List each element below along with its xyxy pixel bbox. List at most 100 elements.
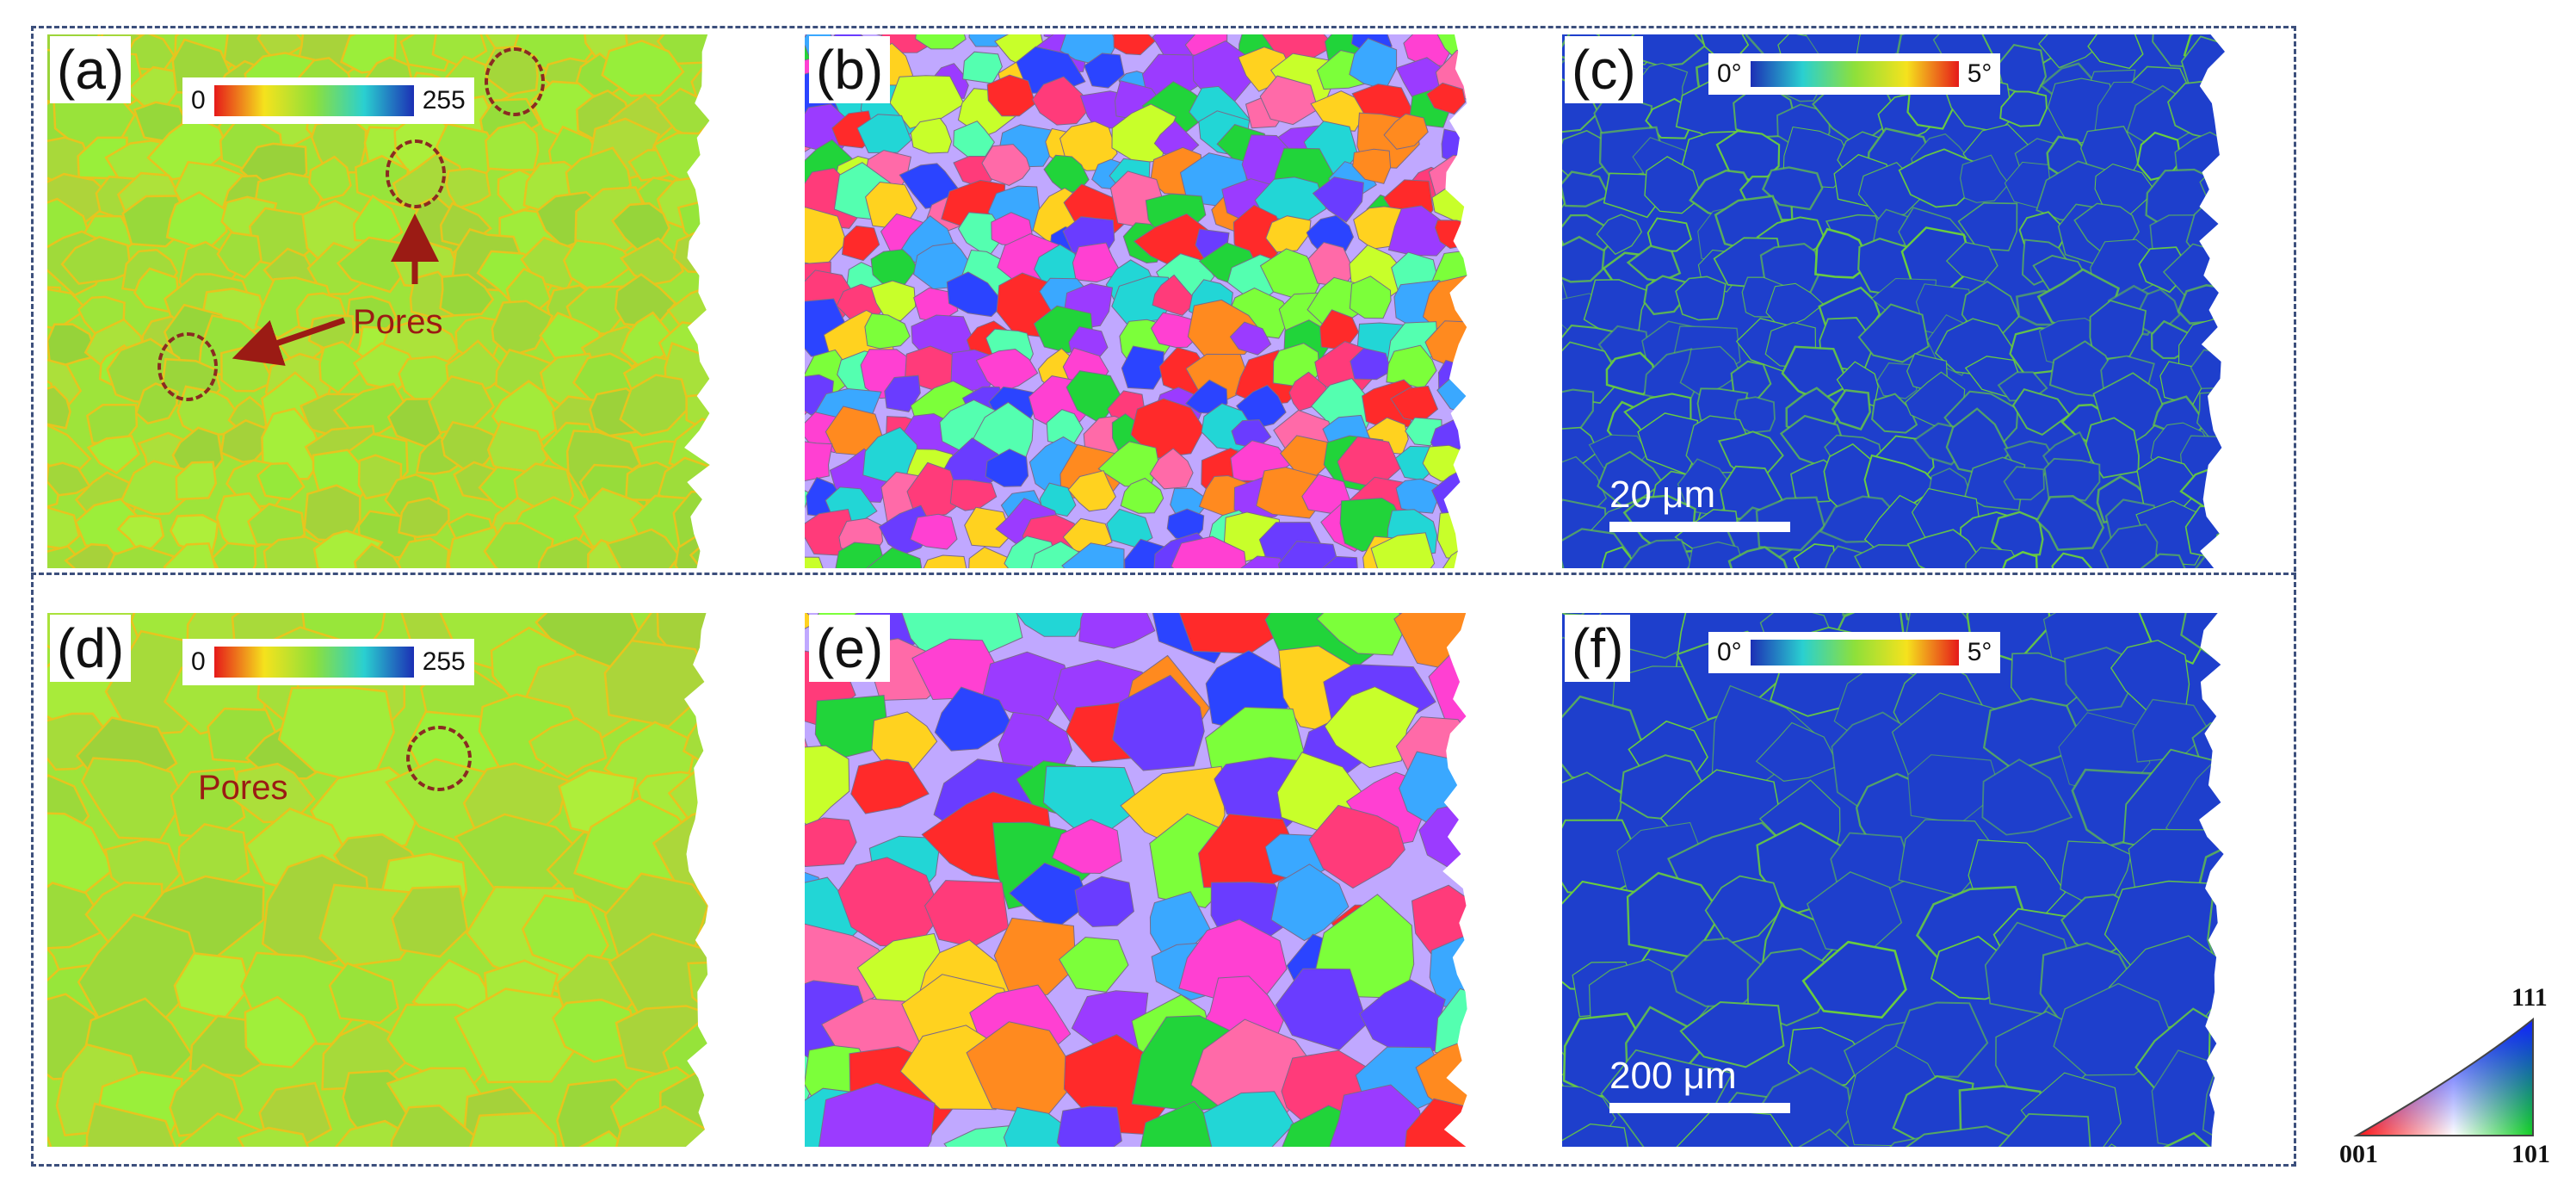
grain [1857, 303, 1930, 363]
grain [1562, 235, 1606, 283]
colorbar-gradient [1750, 61, 1959, 87]
colorbar-min: 0° [1717, 59, 1742, 88]
grain [1067, 470, 1116, 512]
grain [211, 542, 257, 568]
grain [814, 695, 889, 762]
grain [1275, 968, 1368, 1051]
grain [244, 995, 318, 1068]
grain [1825, 545, 1869, 568]
grain [1349, 275, 1392, 319]
panel-c-label: (c) [1565, 36, 1643, 103]
grain [884, 375, 921, 412]
grain [1229, 321, 1272, 356]
grain [256, 461, 306, 501]
grain [1426, 82, 1467, 115]
sample-edge [684, 34, 757, 568]
grain [934, 686, 1014, 752]
grain [1016, 613, 1090, 637]
grain [1395, 478, 1441, 514]
grain [923, 554, 967, 568]
panel-d-label: (d) [50, 615, 132, 682]
scale-bar-f: 200 μm [1609, 1055, 1790, 1113]
panel-a-label: (a) [50, 36, 132, 103]
grain [1562, 341, 1622, 405]
grain [1679, 1000, 1785, 1068]
grain [964, 506, 1012, 548]
grain [1324, 686, 1420, 769]
grain [1831, 388, 1871, 431]
ipf-triangle [2353, 1017, 2534, 1136]
grain [981, 144, 1031, 187]
scale-bar-c: 20 μm [1609, 474, 1790, 532]
grain [439, 273, 495, 317]
grain [1383, 113, 1429, 150]
grain [906, 461, 962, 519]
grain-map [47, 613, 757, 1147]
row-divider [31, 573, 2296, 575]
colorbar-gradient [213, 647, 414, 678]
grain [1643, 275, 1686, 316]
grain [175, 461, 218, 501]
panel-d-kam-map [47, 613, 757, 1147]
grain [2038, 34, 2105, 69]
grain [856, 114, 912, 154]
grain [1072, 242, 1122, 283]
grain [1704, 875, 1784, 945]
grain [2043, 457, 2101, 502]
grain [1596, 214, 1643, 256]
grain [1078, 613, 1156, 649]
grain [485, 121, 540, 171]
grain [47, 1136, 53, 1147]
grain [1814, 227, 1873, 279]
grain [1998, 1112, 2091, 1147]
grain [1798, 1128, 1850, 1147]
grain [1113, 34, 1157, 56]
panel-c-colorbar: 0° 5° [1708, 53, 2001, 95]
panel-e-ipf-map [805, 613, 1515, 1147]
pore-circle [485, 47, 545, 116]
grain [1031, 76, 1093, 126]
grain-map [1562, 34, 2272, 568]
grain [968, 546, 1016, 568]
grain [2051, 552, 2093, 568]
pore-circle [158, 332, 218, 401]
grain [850, 758, 930, 814]
grain-map [805, 34, 1515, 568]
grain [237, 1126, 310, 1147]
grain [107, 544, 176, 568]
grain [805, 817, 857, 868]
grain [2140, 553, 2186, 568]
grain [910, 117, 953, 154]
grain [1308, 804, 1405, 889]
ipf-label-101: 101 [2511, 1140, 2550, 1168]
grain [805, 441, 833, 481]
grain [353, 542, 402, 568]
grain [1999, 90, 2048, 127]
grain [993, 917, 1077, 996]
grain [391, 885, 469, 958]
grain [1240, 555, 1286, 568]
grain [1755, 721, 1840, 783]
sample-edge [1442, 613, 1515, 1147]
panel-f-label: (f) [1565, 615, 1631, 682]
grain [2087, 34, 2144, 70]
panel-b-ipf-map [805, 34, 1515, 568]
grain [86, 435, 141, 475]
panel-f-colorbar: 0° 5° [1708, 632, 2001, 673]
grain-map [805, 613, 1515, 1147]
panel-d-colorbar: 0 255 [182, 639, 474, 685]
grain [1964, 456, 2026, 511]
grain [1130, 398, 1205, 460]
grain [2011, 388, 2071, 436]
sample-edge [2199, 34, 2272, 568]
grain [469, 1111, 558, 1147]
grain [119, 460, 192, 516]
grain [1120, 477, 1164, 514]
scale-bar-line [1609, 522, 1790, 532]
grain [2099, 523, 2159, 568]
grain [1982, 697, 2086, 771]
grain [1350, 347, 1392, 381]
grain [1259, 75, 1319, 126]
scale-bar-line [1609, 1103, 1790, 1113]
grain [398, 497, 450, 539]
